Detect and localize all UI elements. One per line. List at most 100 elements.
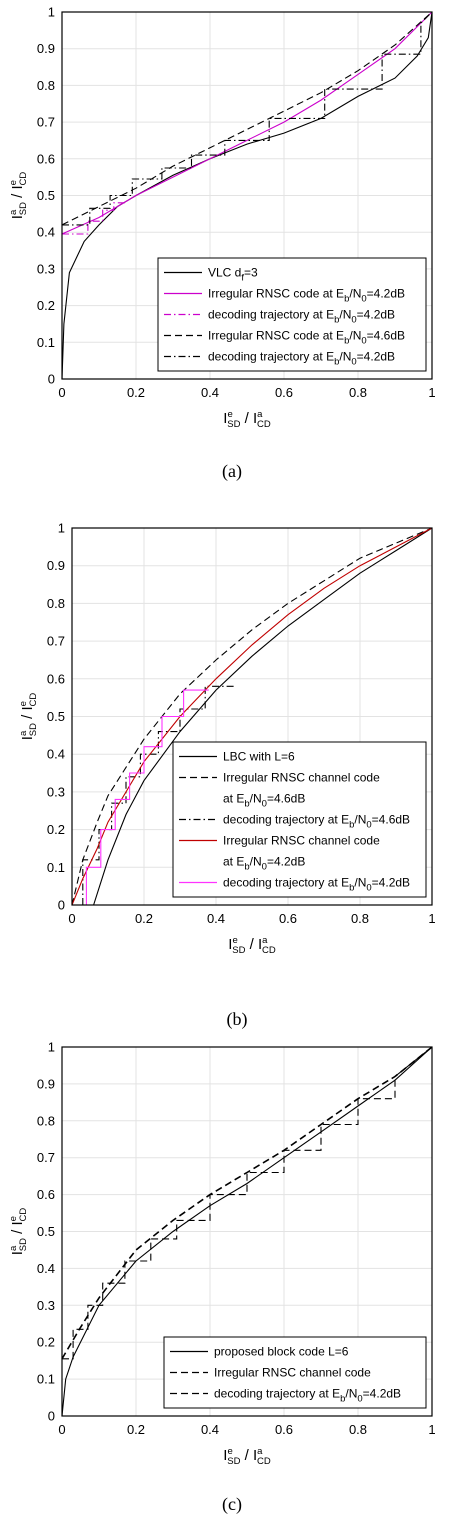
- text-span: /: [245, 936, 258, 953]
- y-tick-label: 1: [48, 1040, 55, 1055]
- text-span: /N: [354, 813, 366, 827]
- text-span: e: [18, 701, 29, 706]
- text-span: I: [223, 410, 227, 427]
- text-span: b: [340, 1394, 345, 1405]
- text-span: SD: [18, 202, 29, 215]
- text-span: =4.2dB: [363, 1387, 401, 1401]
- legend-box: [172, 741, 427, 898]
- text-span: I: [9, 215, 26, 219]
- y-tick-label: 1: [58, 521, 65, 536]
- y-tick-label: 0.9: [47, 558, 65, 573]
- legend-label: decoding trajectory at Eb/N0=4.2dB: [208, 350, 395, 368]
- legend-label: decoding trajectory at Eb/N0=4.2dB: [223, 876, 410, 894]
- text-span: /: [240, 410, 253, 427]
- legend-label: Irregular RNSC channel code: [223, 771, 380, 785]
- axes-box: [61, 1046, 433, 1417]
- y-tick-label: 0.2: [47, 822, 65, 837]
- legend-label: at Eb/N0=4.6dB: [223, 792, 305, 810]
- x-tick-label: 0.6: [275, 1422, 293, 1437]
- text-span: b: [344, 294, 349, 305]
- text-span: =4.6dB: [367, 329, 405, 343]
- text-span: =4.6dB: [372, 813, 410, 827]
- text-span: VLC d: [208, 266, 241, 280]
- text-span: decoding trajectory at E: [223, 813, 349, 827]
- y-tick-label: 0.8: [37, 1113, 55, 1128]
- text-span: a: [262, 935, 268, 946]
- x-tick-label: 0.6: [275, 385, 293, 400]
- series-line: [71, 527, 433, 906]
- text-span: b: [344, 336, 349, 347]
- text-span: /: [19, 711, 36, 724]
- text-span: a: [18, 730, 29, 736]
- text-span: =4.2dB: [357, 350, 395, 364]
- text-span: b: [334, 315, 339, 326]
- text-span: /N: [349, 287, 361, 301]
- x-tick-label: 0.8: [351, 911, 369, 926]
- caption: (c): [222, 1494, 242, 1515]
- y-tick-label: 0.3: [37, 261, 55, 276]
- text-span: e: [227, 1446, 232, 1457]
- y-tick-label: 0.4: [47, 747, 65, 762]
- y-tick-label: 0.3: [37, 1298, 55, 1313]
- x-tick-label: 0.2: [127, 385, 145, 400]
- x-tick-label: 0: [68, 911, 75, 926]
- text-span: /N: [250, 855, 262, 869]
- legend-label: LBC with L=6: [223, 750, 295, 764]
- series-line: [61, 11, 433, 226]
- text-span: 0: [366, 820, 371, 831]
- text-span: Irregular RNSC code at E: [208, 329, 344, 343]
- y-tick-label: 0.1: [47, 860, 65, 875]
- legend-label: decoding trajectory at Eb/N0=4.6dB: [223, 813, 410, 831]
- series-line: [71, 527, 433, 906]
- text-span: CD: [257, 1456, 271, 1467]
- text-span: Irregular RNSC channel code: [223, 834, 380, 848]
- text-span: I: [9, 1221, 26, 1225]
- y-axis-label: IaSD / IeCD​: [8, 1208, 29, 1256]
- x-tick-label: 0.4: [207, 911, 225, 926]
- text-span: Irregular RNSC channel code: [223, 771, 380, 785]
- text-span: e: [8, 180, 19, 185]
- series-line: [72, 689, 209, 906]
- y-tick-label: 0: [48, 1409, 55, 1424]
- text-span: I: [19, 706, 36, 710]
- text-span: /N: [339, 308, 351, 322]
- chart: 0 0.1 0.2 0.3 0.4 0.5 0.6 0.7 0.8 0.9 1 0 0.2 0.4 0.6 0…: [8, 1040, 436, 1516]
- legend-box: [157, 257, 427, 372]
- caption: (b): [227, 1009, 248, 1030]
- x-tick-label: 0.8: [349, 385, 367, 400]
- legend-label: Irregular RNSC code at Eb/N0=4.6dB: [208, 329, 405, 347]
- text-span: =4.2dB: [267, 855, 305, 869]
- y-tick-label: 0.7: [47, 634, 65, 649]
- x-tick-label: 1: [428, 1422, 435, 1437]
- y-tick-label: 0.5: [47, 709, 65, 724]
- text-span: /N: [354, 876, 366, 890]
- axes-box: [61, 11, 433, 380]
- text-span: a: [257, 409, 263, 420]
- text-span: b: [349, 820, 354, 831]
- y-tick-label: 0.9: [37, 1076, 55, 1091]
- y-tick-label: 0.6: [37, 151, 55, 166]
- text-span: I: [228, 936, 232, 953]
- text-span: 0: [262, 862, 267, 873]
- text-span: decoding trajectory at E: [208, 308, 334, 322]
- x-tick-label: 0: [58, 1422, 65, 1437]
- text-span: CD: [28, 693, 39, 707]
- legend-label: VLC df=3: [208, 266, 258, 284]
- y-tick-label: 0.1: [37, 335, 55, 350]
- text-span: decoding trajectory at E: [214, 1387, 340, 1401]
- y-tick-label: 0.7: [37, 115, 55, 130]
- legend-label: Irregular RNSC channel code: [223, 834, 380, 848]
- legend-label: at Eb/N0=4.2dB: [223, 855, 305, 873]
- text-span: =4.6dB: [267, 792, 305, 806]
- y-tick-label: 0.9: [37, 41, 55, 56]
- text-span: /: [9, 1226, 26, 1239]
- text-span: 0: [366, 883, 371, 894]
- x-tick-label: 0.4: [201, 1422, 219, 1437]
- text-span: b: [349, 883, 354, 894]
- text-span: a: [8, 1245, 19, 1251]
- text-span: 0: [357, 1394, 362, 1405]
- text-span: =4.2dB: [372, 876, 410, 890]
- text-span: SD: [232, 945, 245, 956]
- text-span: a: [8, 209, 19, 215]
- x-tick-label: 0.8: [349, 1422, 367, 1437]
